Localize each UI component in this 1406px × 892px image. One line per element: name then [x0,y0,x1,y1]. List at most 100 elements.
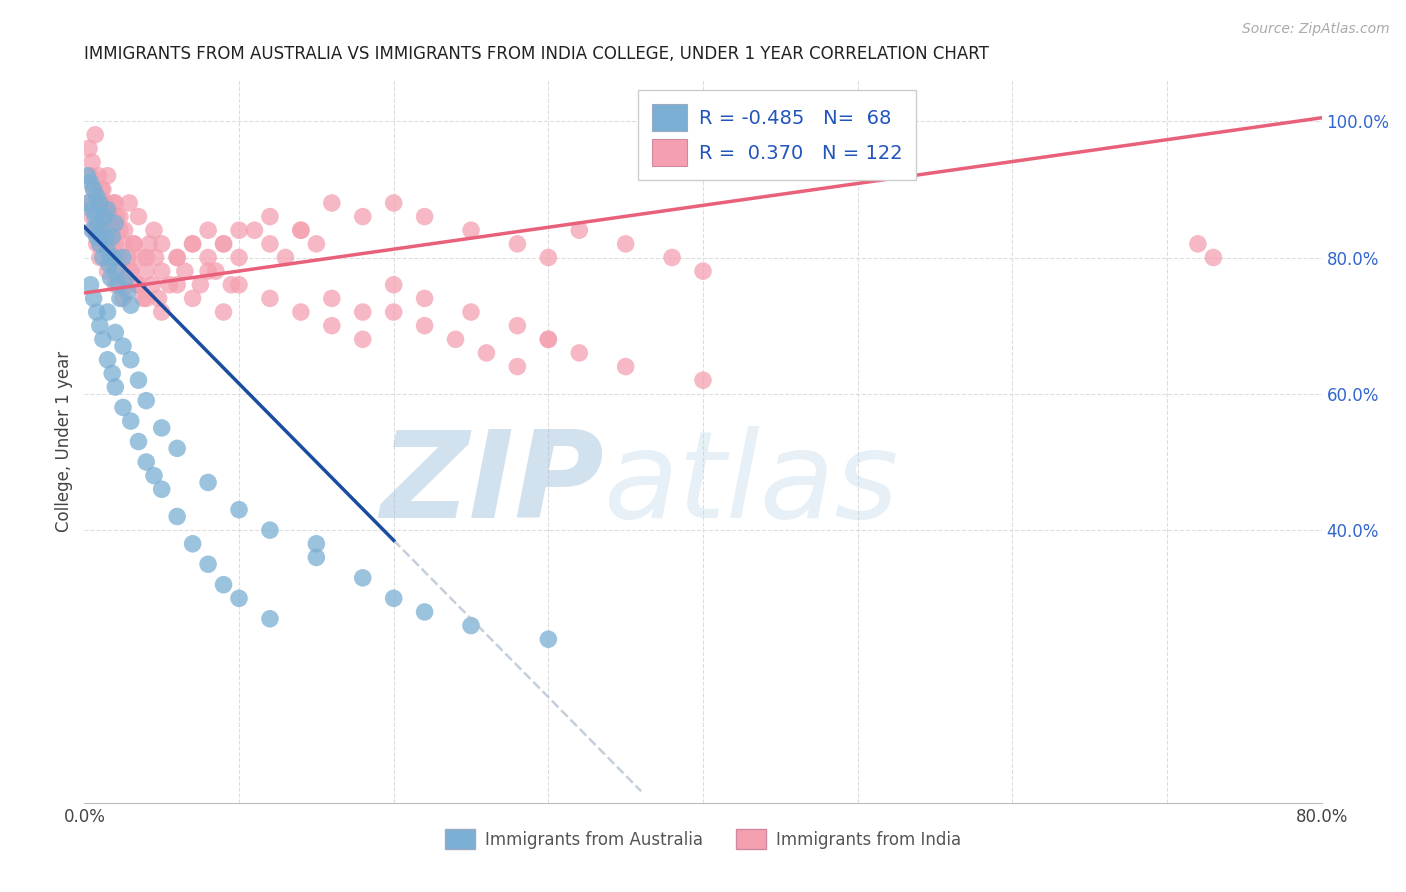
Point [197,223,219,237]
Point [135,251,157,265]
Point [93,196,115,211]
Point [120,298,142,312]
Point [305,537,328,551]
Point [90,210,112,224]
Point [120,264,142,278]
Point [89,318,111,333]
Point [82,155,104,169]
Point [103,196,125,211]
Point [91,251,114,265]
Point [135,393,157,408]
Point [83,182,105,196]
Point [82,223,104,237]
Point [89,251,111,265]
Point [290,223,312,237]
Point [84,128,107,142]
Point [90,182,112,196]
Point [86,189,108,203]
Point [212,577,235,591]
Point [382,196,405,211]
Point [94,196,117,211]
Point [321,292,343,306]
Point [174,264,197,278]
Point [104,216,127,230]
Point [614,236,637,251]
Text: atlas: atlas [605,426,900,543]
Point [228,223,250,237]
Point [352,571,374,585]
Point [117,251,139,265]
Point [148,292,170,306]
Point [83,223,105,237]
Point [150,482,173,496]
Point [79,169,101,183]
Point [98,257,121,271]
Point [90,223,112,237]
Point [568,346,591,360]
Point [143,468,166,483]
Point [614,359,637,374]
Point [112,251,135,265]
Point [86,223,108,237]
Point [181,236,204,251]
Point [475,346,498,360]
Point [104,380,127,394]
Point [460,305,482,319]
Point [150,264,173,278]
Point [537,251,560,265]
Point [166,509,188,524]
Point [127,210,149,224]
Point [122,236,145,251]
Point [352,305,374,319]
Point [150,421,173,435]
Point [259,523,281,537]
Point [259,612,281,626]
Point [86,230,108,244]
Point [141,277,163,292]
Point [166,251,188,265]
Text: IMMIGRANTS FROM AUSTRALIA VS IMMIGRANTS FROM INDIA COLLEGE, UNDER 1 YEAR CORRELA: IMMIGRANTS FROM AUSTRALIA VS IMMIGRANTS … [84,45,990,63]
Point [197,475,219,490]
Point [104,277,127,292]
Point [127,373,149,387]
Point [661,251,683,265]
Point [290,223,312,237]
Point [110,264,132,278]
Point [197,558,219,572]
Point [94,230,117,244]
Point [212,305,235,319]
Point [135,292,157,306]
Point [228,277,250,292]
Point [228,502,250,516]
Point [77,141,100,155]
Point [87,169,110,183]
Point [444,332,467,346]
Point [321,318,343,333]
Point [104,196,127,211]
Point [259,210,281,224]
Point [82,202,104,217]
Point [159,277,180,292]
Point [104,264,127,278]
Point [82,210,104,224]
Point [98,210,121,224]
Point [537,332,560,346]
Point [112,401,135,415]
Point [274,251,297,265]
Point [138,236,160,251]
Point [181,292,204,306]
Point [166,277,188,292]
Point [129,251,152,265]
Point [382,591,405,606]
Point [166,251,188,265]
Point [108,292,131,306]
Point [188,277,211,292]
Point [692,373,714,387]
Point [96,352,118,367]
Point [212,236,235,251]
Point [100,210,122,224]
Point [506,359,529,374]
Point [228,591,250,606]
Point [305,236,328,251]
Point [382,305,405,319]
